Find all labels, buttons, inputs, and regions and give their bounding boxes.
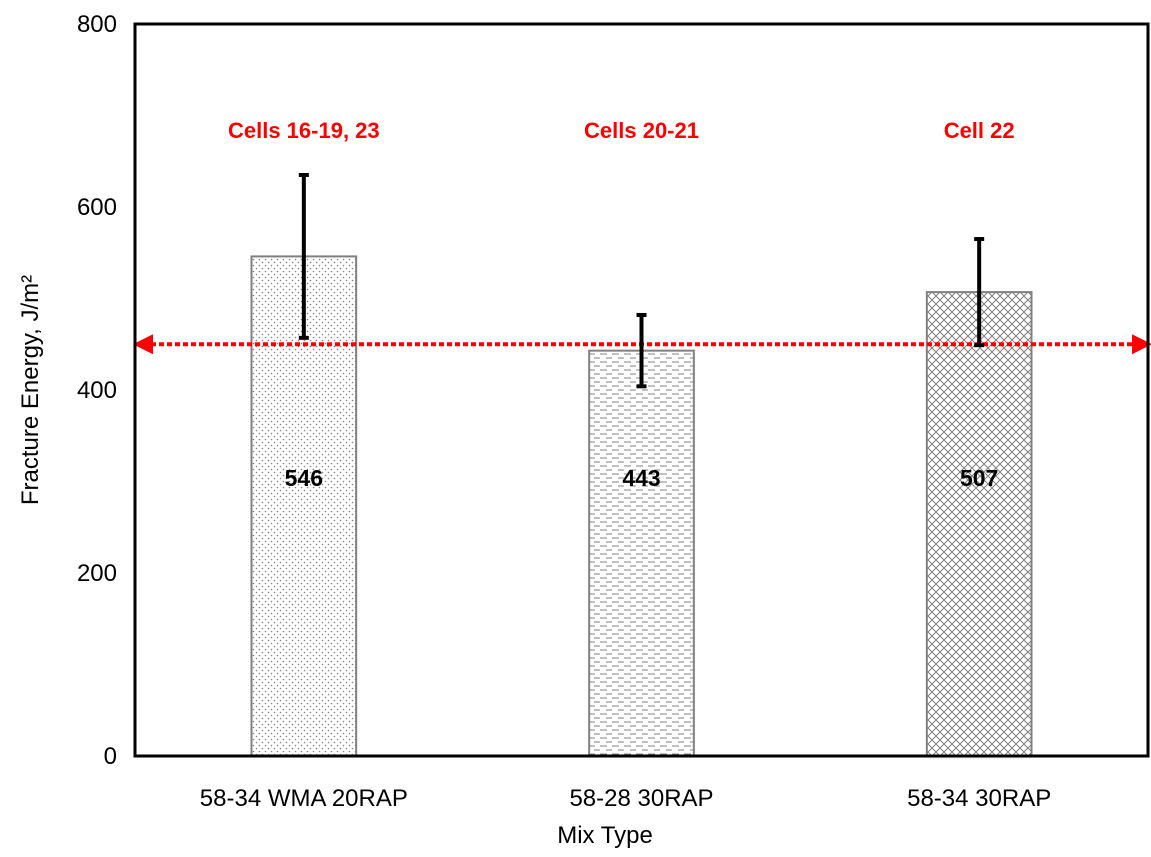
data-label: 546	[285, 465, 323, 491]
bar	[588, 349, 695, 757]
error-bar	[974, 237, 985, 348]
annotation: Cell 22	[944, 118, 1015, 143]
x-tick-label: 58-28 30RAP	[569, 785, 713, 812]
error-bar	[636, 312, 647, 389]
x-axis-label: Mix Type	[557, 822, 653, 849]
x-tick-label: 58-34 30RAP	[907, 785, 1051, 812]
y-tick-label: 600	[77, 194, 117, 221]
annotation: Cells 16-19, 23	[228, 118, 380, 143]
y-tick-label: 0	[104, 743, 117, 770]
data-label: 507	[960, 465, 998, 491]
plot-frame	[133, 22, 1150, 758]
annotation: Cells 20-21	[584, 118, 699, 143]
error-bar	[298, 172, 309, 340]
y-tick-label: 200	[77, 560, 117, 587]
y-axis-label: Fracture Energy, J/m²	[17, 275, 44, 505]
y-tick-label: 800	[77, 11, 117, 38]
y-tick-label: 400	[77, 377, 117, 404]
data-label: 443	[622, 465, 660, 491]
bar	[925, 291, 1033, 757]
x-tick-label: 58-34 WMA 20RAP	[200, 785, 408, 812]
